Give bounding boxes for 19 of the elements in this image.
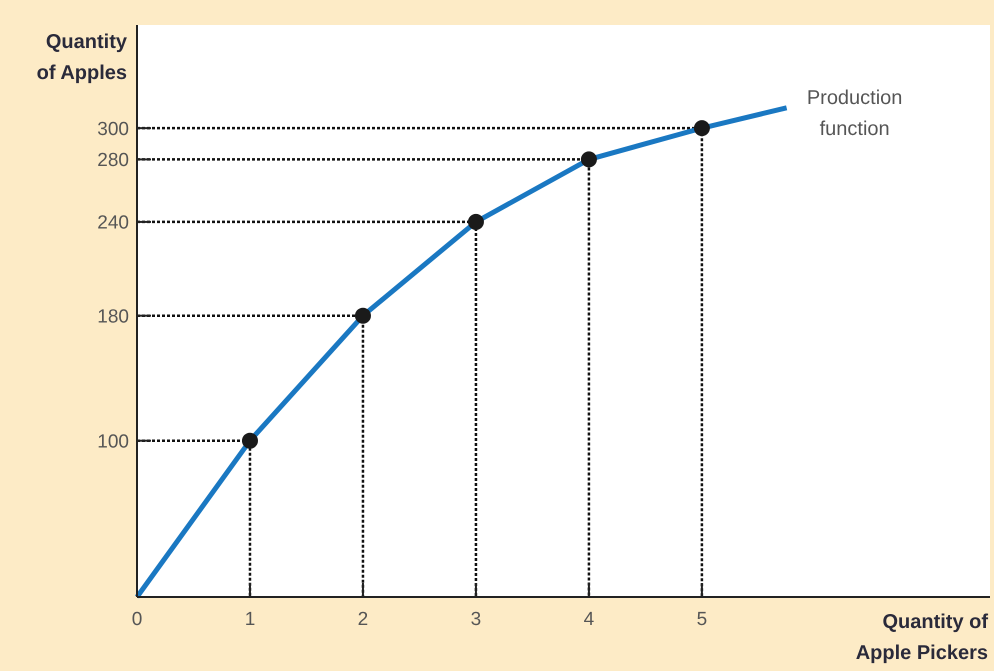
- x-tick-label: 0: [132, 609, 142, 630]
- series-label: Production function: [806, 86, 902, 140]
- point: [694, 120, 710, 136]
- y-tick-label: 300: [97, 118, 129, 140]
- y-tick-label: 280: [97, 150, 129, 172]
- point: [242, 432, 258, 449]
- point: [580, 151, 597, 168]
- point: [354, 308, 371, 324]
- y-tick-label: 180: [97, 306, 129, 328]
- x-tick-label: 5: [696, 609, 708, 630]
- x-axis-title: Quantity of Apple Pickers: [856, 611, 988, 664]
- x-tick-label: 4: [584, 609, 595, 630]
- x-tick-label: 1: [244, 609, 256, 630]
- y-axis-title: Quantity of Apples: [36, 31, 128, 84]
- x-tick-label: 2: [358, 609, 368, 630]
- y-tick-label: 240: [97, 212, 129, 234]
- point: [468, 214, 484, 230]
- x-tick-label: 3: [470, 609, 482, 630]
- y-tick-label: 100: [97, 431, 129, 452]
